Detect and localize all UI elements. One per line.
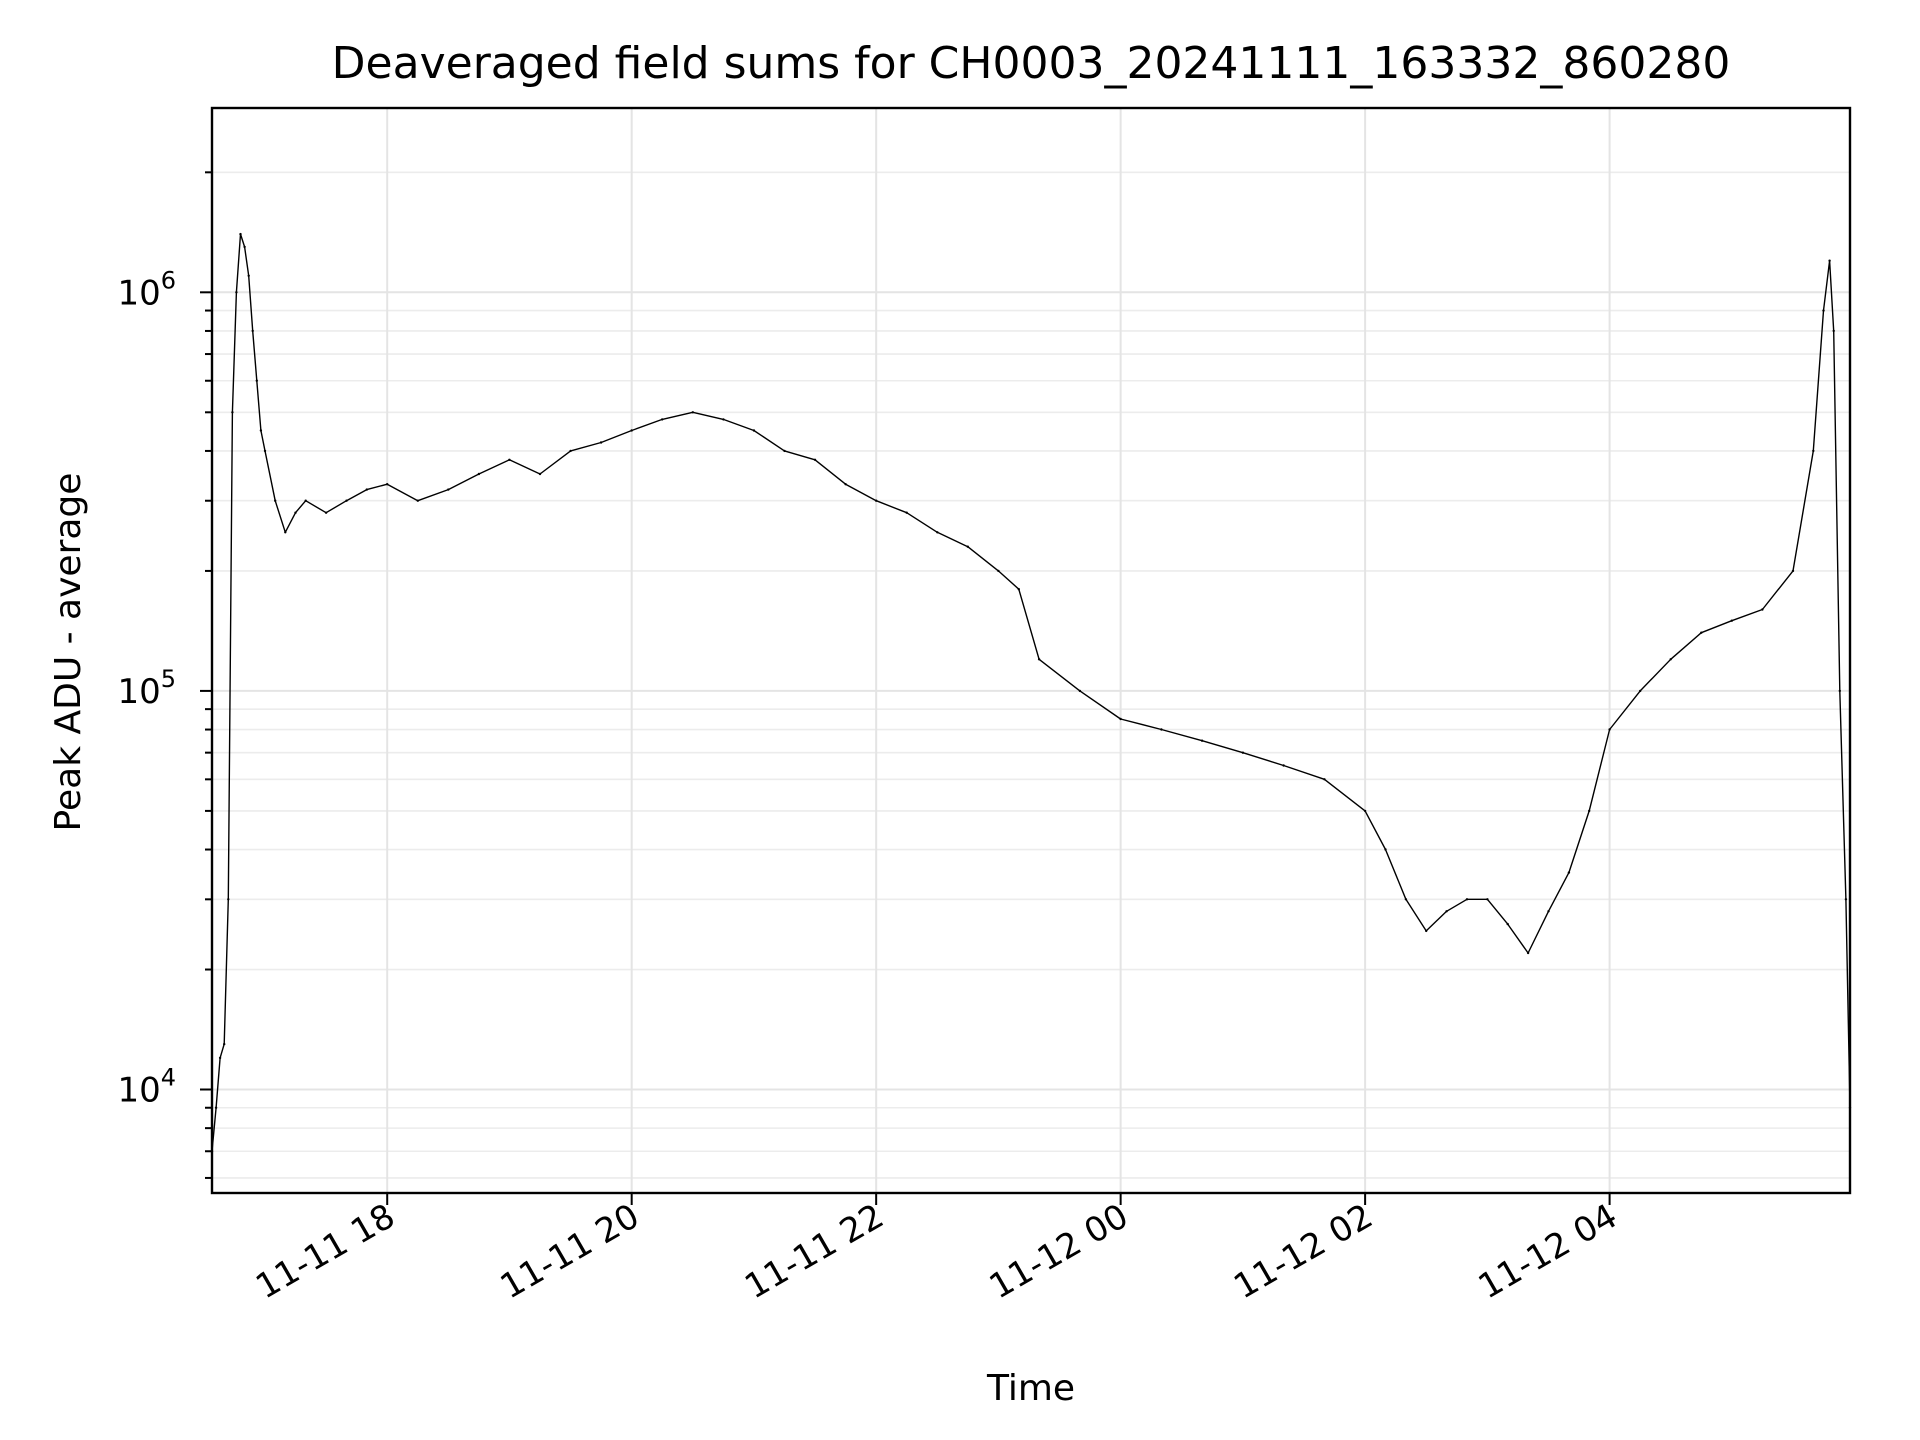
series-layer — [210, 232, 1852, 1153]
data-point — [1200, 739, 1204, 742]
x-tick-label: 11-12 00 — [983, 1196, 1135, 1307]
data-point — [997, 569, 1000, 573]
data-point — [263, 449, 267, 453]
data-point — [365, 488, 368, 491]
data-point — [1241, 751, 1245, 754]
data-point — [1445, 910, 1448, 913]
data-point — [691, 411, 694, 414]
data-point — [1700, 631, 1703, 634]
data-point — [231, 411, 234, 414]
data-point — [508, 458, 511, 461]
data-point — [255, 379, 258, 382]
chart-title: Deaveraged field sums for CH0003_2024111… — [332, 38, 1731, 89]
data-point — [324, 511, 328, 514]
data-point — [936, 531, 939, 534]
data-point — [1822, 309, 1825, 312]
data-point — [1425, 929, 1428, 933]
data-point — [1323, 778, 1326, 781]
data-point — [1838, 689, 1842, 693]
data-point — [284, 531, 287, 534]
y-tick-exponent: 5 — [161, 665, 176, 693]
data-point — [783, 449, 786, 453]
data-point — [966, 545, 969, 548]
data-point — [1608, 728, 1611, 731]
data-point — [239, 232, 242, 236]
data-point — [218, 1056, 222, 1060]
data-point — [538, 472, 542, 476]
x-tick-label: 11-11 18 — [249, 1196, 401, 1307]
data-point — [1506, 922, 1509, 926]
data-point — [630, 429, 633, 432]
y-tick-base: 10 — [117, 1071, 160, 1111]
data-point — [1639, 689, 1642, 693]
data-point — [1282, 764, 1285, 767]
data-point — [661, 418, 664, 421]
data-point — [1791, 569, 1795, 573]
data-point — [235, 291, 238, 294]
data-point — [1567, 871, 1571, 874]
data-point — [1037, 658, 1041, 661]
data-point — [813, 458, 817, 461]
data-point — [1017, 588, 1020, 591]
data-point — [227, 898, 230, 901]
data-point — [1828, 259, 1831, 262]
plot-frame — [210, 106, 1852, 1195]
data-point — [294, 511, 297, 514]
y-tick-label: 105 — [117, 665, 176, 712]
data-point — [1160, 728, 1163, 731]
data-point — [1547, 910, 1550, 913]
y-tick-base: 10 — [117, 672, 160, 712]
data-point — [304, 499, 307, 502]
data-point — [1669, 658, 1672, 661]
data-point — [1526, 951, 1530, 955]
x-tick-label: 11-12 04 — [1472, 1196, 1624, 1307]
data-point — [274, 499, 277, 502]
y-tick-exponent: 6 — [161, 266, 176, 294]
y-axis-label: Peak ADU - average — [48, 473, 89, 832]
data-point — [844, 483, 847, 486]
y-tick-label: 104 — [117, 1064, 176, 1111]
data-point — [1384, 848, 1387, 851]
data-point — [1404, 898, 1408, 901]
data-point — [247, 274, 250, 277]
data-point — [416, 499, 419, 502]
data-point — [251, 329, 254, 333]
x-axis-label: Time — [986, 1368, 1075, 1409]
data-point — [447, 488, 450, 491]
grid — [212, 108, 1850, 1193]
data-point — [569, 449, 572, 453]
x-tick-label: 11-11 20 — [494, 1196, 646, 1307]
data-point — [752, 429, 756, 432]
data-point — [1588, 809, 1591, 813]
data-point — [905, 511, 908, 514]
data-point — [1832, 329, 1835, 333]
data-point — [1761, 608, 1764, 611]
data-point — [477, 472, 481, 476]
y-tick-base: 10 — [117, 273, 160, 313]
x-tick-label: 11-12 02 — [1227, 1196, 1379, 1307]
data-point — [1119, 717, 1122, 721]
data-point — [1363, 809, 1367, 813]
data-point — [259, 429, 263, 432]
series-line — [211, 233, 1851, 1152]
data-point — [243, 245, 246, 249]
data-point — [214, 1106, 218, 1109]
x-tick-label: 11-11 22 — [738, 1196, 890, 1307]
data-point — [223, 1042, 226, 1046]
data-point — [1730, 619, 1734, 622]
data-point — [722, 418, 725, 421]
y-tick-exponent: 4 — [161, 1064, 176, 1092]
data-point — [1812, 449, 1815, 453]
y-tick-label: 106 — [117, 266, 176, 313]
data-point — [345, 499, 348, 502]
data-point — [875, 499, 878, 502]
data-point — [1465, 898, 1469, 901]
data-point — [1486, 898, 1489, 901]
data-point — [1844, 898, 1848, 901]
data-point — [386, 483, 389, 486]
data-point — [599, 441, 603, 444]
data-point — [1078, 689, 1082, 693]
